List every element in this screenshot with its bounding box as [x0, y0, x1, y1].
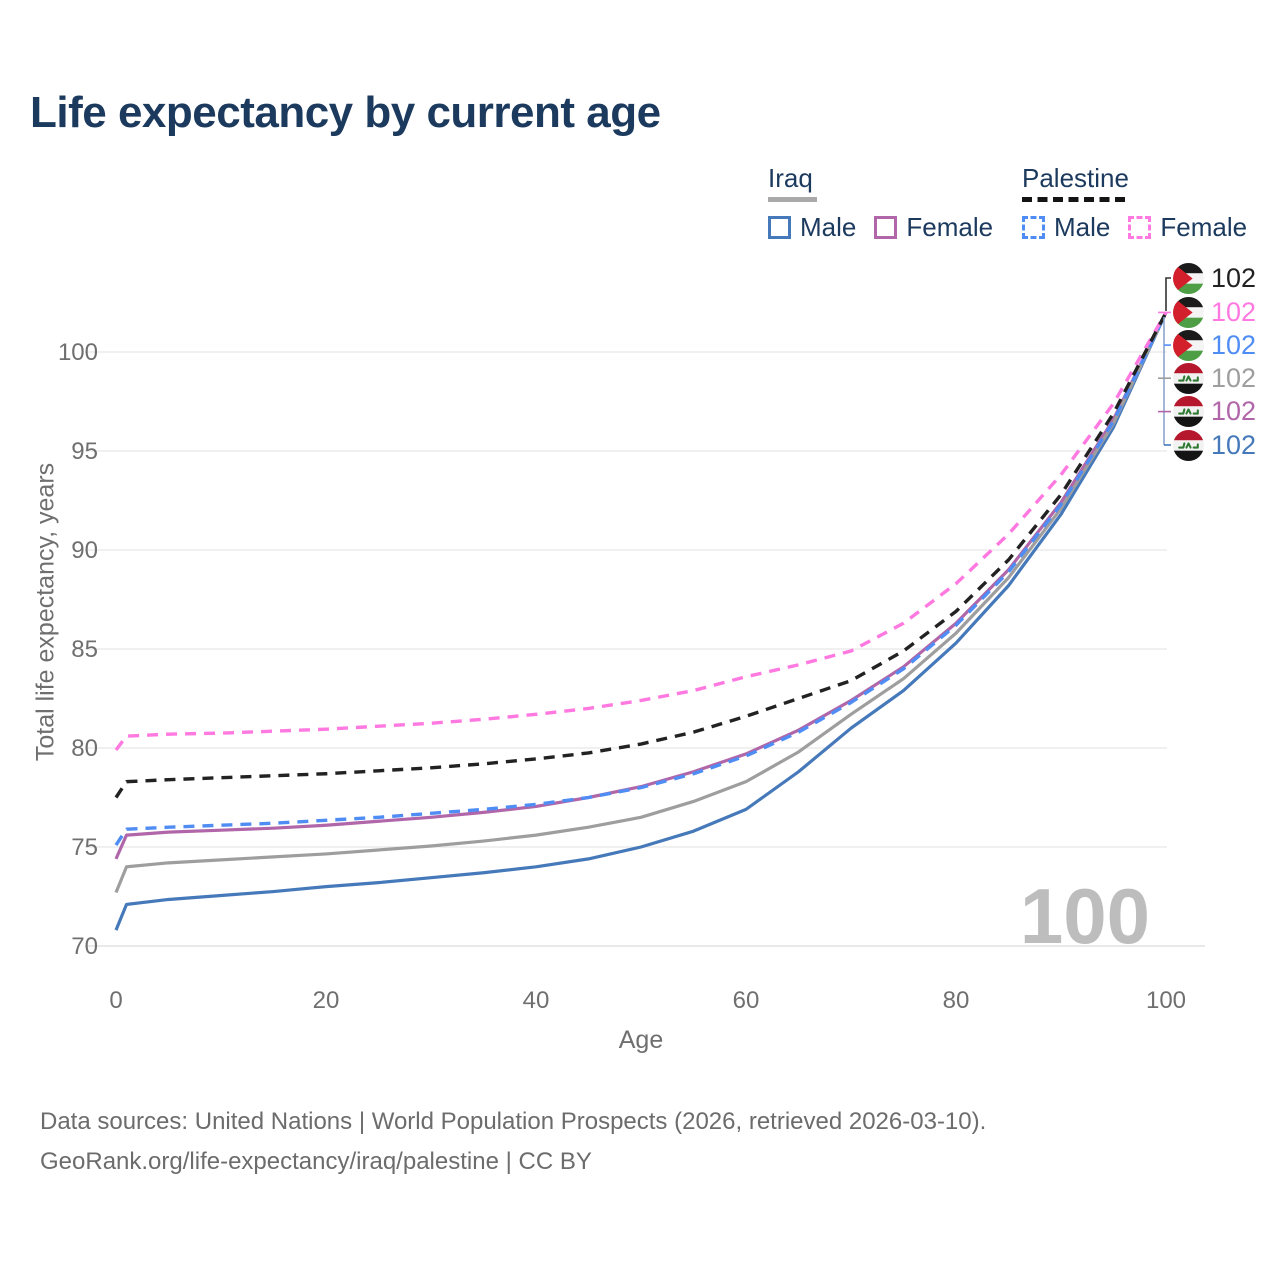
legend-palestine-label: Palestine: [1022, 163, 1129, 193]
end-value: 102: [1211, 329, 1257, 360]
iraq-line-style-swatch: [768, 197, 817, 202]
end-label-iraq-female: 102: [1173, 396, 1256, 428]
y-tick-label-75: 75: [71, 834, 98, 861]
iraq-male-label[interactable]: Male: [800, 212, 857, 242]
end-value: 102: [1211, 296, 1257, 327]
end-value: 102: [1211, 362, 1257, 393]
series-line-iraq-male: [114, 311, 1168, 931]
palestine-male-swatch[interactable]: [1022, 216, 1045, 239]
x-tick-label-40: 40: [523, 987, 550, 1014]
palestine-flag-icon: [1173, 330, 1204, 361]
x-axis-title: Age: [618, 1026, 664, 1054]
end-label-palestine-female: 102: [1173, 296, 1256, 328]
palestine-male-label[interactable]: Male: [1054, 212, 1111, 242]
legend-iraq-label: Iraq: [768, 163, 813, 193]
series-line-palestine-female: [114, 311, 1168, 752]
x-tick-label-60: 60: [733, 987, 760, 1014]
end-label-iraq: 102: [1173, 362, 1256, 394]
iraq-male-swatch[interactable]: [768, 216, 791, 239]
palestine-line-style-swatch: [1022, 197, 1125, 202]
palestine-flag-icon: [1173, 297, 1204, 328]
legend-group-palestine: Palestine Male Female: [1022, 163, 1265, 243]
end-value: 102: [1211, 429, 1257, 460]
palestine-female-label[interactable]: Female: [1160, 212, 1248, 242]
legend-group-iraq: Iraq Male Female: [768, 163, 1011, 243]
end-label-palestine-male: 102: [1173, 329, 1256, 361]
iraq-flag-icon: [1173, 396, 1204, 427]
palestine-female-swatch[interactable]: [1128, 216, 1152, 239]
data-source-line: Data sources: United Nations | World Pop…: [40, 1108, 987, 1135]
iraq-female-label[interactable]: Female: [906, 212, 994, 242]
palestine-flag-icon: [1173, 263, 1204, 294]
iraq-flag-icon: [1173, 363, 1204, 394]
iraq-flag-icon: [1173, 430, 1204, 461]
y-tick-label-100: 100: [58, 339, 98, 366]
page-title: Life expectancy by current age: [30, 88, 661, 137]
series-line-palestine-male: [114, 311, 1168, 846]
series-line-palestine: [114, 311, 1168, 799]
x-tick-label-20: 20: [313, 987, 340, 1014]
iraq-female-swatch[interactable]: [874, 216, 898, 239]
end-value: 102: [1211, 396, 1257, 427]
y-tick-label-90: 90: [71, 537, 98, 564]
leader-line: [1165, 277, 1171, 311]
series-line-iraq: [114, 311, 1168, 894]
source-url-line: GeoRank.org/life-expectancy/iraq/palesti…: [40, 1148, 592, 1175]
end-label-iraq-male: 102: [1173, 429, 1256, 461]
x-tick-label-0: 0: [109, 987, 122, 1014]
y-tick-label-80: 80: [71, 735, 98, 762]
end-value: 102: [1211, 262, 1257, 293]
x-tick-label-80: 80: [943, 987, 970, 1014]
y-tick-label-70: 70: [71, 933, 98, 960]
y-tick-label-95: 95: [71, 438, 98, 465]
x-tick-label-100: 100: [1146, 987, 1186, 1014]
end-label-palestine: 102: [1173, 262, 1256, 294]
age-counter-watermark: 100: [1019, 872, 1150, 960]
y-tick-label-85: 85: [71, 636, 98, 663]
